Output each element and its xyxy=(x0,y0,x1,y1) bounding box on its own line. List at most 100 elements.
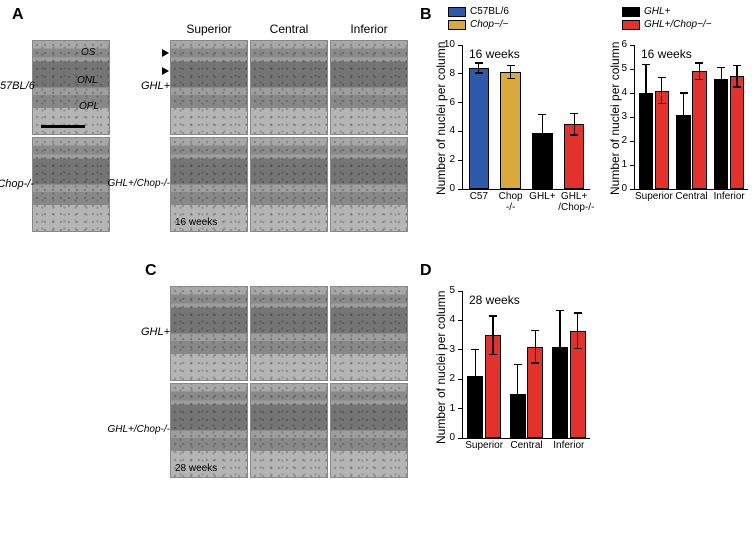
layer-label-os: OS xyxy=(81,47,95,58)
panel-letter-a: A xyxy=(12,6,24,24)
layer-label-opl: OPL xyxy=(79,101,99,112)
y-tick-label: 5 xyxy=(611,63,627,74)
legend-row-c57: C57BL/6 xyxy=(448,6,509,17)
error-bar xyxy=(492,316,493,354)
y-tick-label: 1 xyxy=(439,403,455,414)
error-cap xyxy=(556,383,564,384)
error-bar xyxy=(510,66,511,79)
legend-swatch-c57 xyxy=(448,7,466,17)
plot-area-b-left: 16 weeks 0246810C57Chop-/-GHL+GHL+/Chop-… xyxy=(462,45,590,190)
error-cap xyxy=(695,62,703,63)
y-tick-label: 3 xyxy=(611,111,627,122)
error-bar xyxy=(661,77,662,103)
col-label-superior: Superior xyxy=(170,22,248,36)
bar xyxy=(655,91,669,189)
error-cap xyxy=(574,312,582,313)
y-tick-label: 2 xyxy=(439,373,455,384)
error-bar xyxy=(559,310,560,384)
plot-area-b-right: 16 weeks 0123456SuperiorCentralInferior xyxy=(634,45,748,190)
error-cap xyxy=(642,64,650,65)
error-cap xyxy=(570,113,578,114)
y-tick-label: 6 xyxy=(439,97,455,108)
row-label-chop: Chop-/- xyxy=(0,178,34,190)
panel-a-timelabel: 16 weeks xyxy=(175,217,217,228)
ylabel-b-left: Number of nuclei per column xyxy=(434,42,448,195)
chart-b-left: Number of nuclei per column 16 weeks 024… xyxy=(440,40,595,215)
y-tick-label: 4 xyxy=(439,125,455,136)
y-tick xyxy=(458,379,463,380)
y-tick-label: 8 xyxy=(439,68,455,79)
y-tick xyxy=(458,131,463,132)
y-tick-label: 5 xyxy=(439,285,455,296)
chart-b-right: Number of nuclei per column 16 weeks 012… xyxy=(614,40,752,215)
y-tick xyxy=(630,165,635,166)
y-tick xyxy=(630,45,635,46)
error-cap xyxy=(471,349,479,350)
micrograph-c57: OS ONL OPL xyxy=(32,40,110,135)
legend-b-right: GHL+ GHL+/Chop−/− xyxy=(622,6,712,32)
y-tick-label: 6 xyxy=(611,39,627,50)
error-cap xyxy=(717,89,725,90)
micrograph-a-r1c3 xyxy=(330,40,408,135)
legend-swatch-ghlchop xyxy=(622,20,640,30)
legend-row-ghlchop: GHL+/Chop−/− xyxy=(622,19,712,30)
chart-title-b-right: 16 weeks xyxy=(641,47,692,61)
y-tick xyxy=(458,160,463,161)
x-tick-label: Inferior xyxy=(548,440,590,451)
y-tick-label: 0 xyxy=(439,183,455,194)
row-label-c-ghl: GHL+ xyxy=(128,326,170,338)
x-tick-label: Central xyxy=(673,191,711,202)
error-cap xyxy=(658,103,666,104)
micrograph-c-r1c1 xyxy=(170,286,248,381)
legend-b-left: C57BL/6 Chop−/− xyxy=(448,6,509,32)
y-tick xyxy=(630,141,635,142)
x-tick-label: GHL+/Chop-/- xyxy=(558,191,590,213)
error-cap xyxy=(733,86,741,87)
panel-letter-d: D xyxy=(420,262,432,280)
error-bar xyxy=(475,350,476,403)
chart-d: Number of nuclei per column 28 weeks 012… xyxy=(440,286,595,466)
chart-title-b-left: 16 weeks xyxy=(469,47,520,61)
panel-letter-c: C xyxy=(145,262,157,280)
error-cap xyxy=(475,72,483,73)
y-tick-label: 10 xyxy=(439,39,455,50)
x-tick-label: Inferior xyxy=(710,191,748,202)
error-bar xyxy=(699,63,700,80)
legend-label-chop: Chop−/− xyxy=(470,19,508,30)
legend-swatch-ghl xyxy=(622,7,640,17)
error-bar xyxy=(535,331,536,363)
panel-c-timelabel: 28 weeks xyxy=(175,463,217,474)
legend-row-ghl: GHL+ xyxy=(622,6,712,17)
error-cap xyxy=(514,423,522,424)
y-tick-label: 3 xyxy=(439,344,455,355)
y-tick xyxy=(458,189,463,190)
x-tick-label: Superior xyxy=(463,440,505,451)
x-tick-label: GHL+ xyxy=(527,191,559,202)
micrograph-a-r2c2 xyxy=(250,137,328,232)
y-tick-label: 2 xyxy=(439,154,455,165)
legend-label-ghlchop: GHL+/Chop−/− xyxy=(644,19,712,30)
error-cap xyxy=(489,315,497,316)
y-tick xyxy=(458,438,463,439)
micrograph-c-r2c3 xyxy=(330,383,408,478)
bar xyxy=(500,72,521,189)
panel-letter-b: B xyxy=(420,6,432,24)
error-bar xyxy=(645,64,646,122)
bar xyxy=(469,68,490,189)
micrograph-a-r1c2 xyxy=(250,40,328,135)
micrograph-a-r1c1 xyxy=(170,40,248,135)
error-cap xyxy=(570,134,578,135)
error-cap xyxy=(717,67,725,68)
legend-label-ghl: GHL+ xyxy=(644,6,670,17)
row-label-c57: C57BL/6 xyxy=(0,80,34,92)
micrograph-c-r1c3 xyxy=(330,286,408,381)
y-tick xyxy=(458,45,463,46)
row-label-c-ghlchop: GHL+/Chop-/- xyxy=(106,424,170,435)
legend-row-chop: Chop−/− xyxy=(448,19,509,30)
error-bar xyxy=(574,113,575,135)
error-bar xyxy=(736,65,737,87)
micrograph-a-r2c1: 16 weeks xyxy=(170,137,248,232)
y-tick xyxy=(630,93,635,94)
y-tick xyxy=(458,349,463,350)
y-tick xyxy=(458,73,463,74)
